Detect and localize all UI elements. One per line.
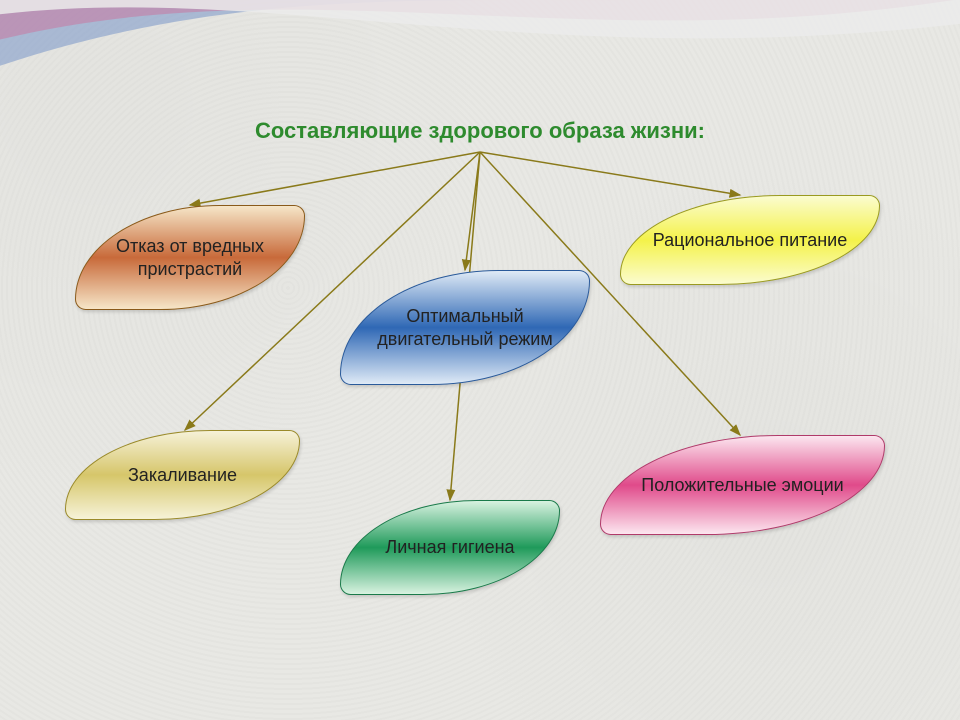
diagram-stage: Составляющие здорового образа жизни: Отк… [0,0,960,720]
arrow-to-nutrition [480,152,740,195]
node-label: Положительные эмоции [641,474,843,497]
node-nutrition: Рациональное питание [620,195,880,285]
diagram-title: Составляющие здорового образа жизни: [0,118,960,144]
arrow-to-bad-habits [190,152,480,205]
node-emotions: Положительные эмоции [600,435,885,535]
node-label: Отказ от вредных пристрастий [90,235,290,280]
node-label: Оптимальный двигательный режим [355,305,575,350]
node-hygiene: Личная гигиена [340,500,560,595]
node-bad-habits: Отказ от вредных пристрастий [75,205,305,310]
node-label: Личная гигиена [385,536,514,559]
arrow-to-motor [465,152,480,270]
node-hardening: Закаливание [65,430,300,520]
node-motor: Оптимальный двигательный режим [340,270,590,385]
swoosh-band-3 [0,0,960,38]
node-label: Закаливание [128,464,237,487]
node-label: Рациональное питание [653,229,847,252]
swoosh-band-2 [0,0,960,50]
swoosh-band-1 [0,0,960,80]
